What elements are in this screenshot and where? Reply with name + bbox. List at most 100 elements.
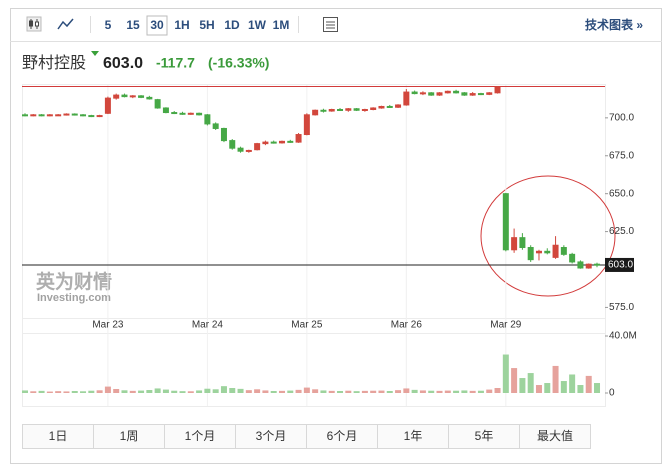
volume-bar [386, 391, 393, 393]
volume-bar [544, 383, 551, 393]
volume-bar [353, 391, 360, 393]
volume-bar [477, 390, 484, 393]
candle-body [594, 263, 601, 266]
candle-body [428, 92, 435, 96]
candle-body [535, 250, 542, 254]
y-tick-label: 575.0 [609, 302, 634, 313]
volume-bar [262, 390, 269, 393]
volume-bar [154, 388, 161, 393]
interval[interactable]: 1H [174, 18, 189, 32]
volume-bar [569, 374, 576, 393]
volume-bar [88, 390, 95, 393]
table-icon[interactable] [323, 17, 338, 32]
candle-body [171, 112, 178, 115]
candle-body [486, 92, 493, 95]
volume-bar [577, 385, 584, 393]
candle-body [320, 109, 327, 112]
watermark-cn: 英为财情 [36, 270, 112, 293]
interval[interactable]: 1W [248, 18, 267, 32]
range-button[interactable]: 1日 [49, 429, 68, 443]
volume-bar [527, 373, 534, 393]
candle-body [71, 113, 78, 116]
volume-bar [270, 391, 277, 393]
candle-body [361, 109, 368, 112]
volume-bar [30, 391, 37, 393]
candle-body [370, 107, 377, 111]
change: -117.7 [156, 55, 195, 71]
candle-body [345, 108, 352, 111]
candle-body [395, 104, 402, 108]
volume-bar [129, 390, 136, 393]
volume-bar [535, 385, 542, 393]
volume-bar [237, 388, 244, 393]
candle-body [55, 114, 62, 117]
watermark-en: Investing.com [37, 292, 111, 304]
x-tick-label: Mar 24 [192, 320, 224, 331]
volume-bar [146, 390, 153, 393]
candle-body [270, 141, 277, 144]
volume-bar [204, 388, 211, 393]
candle-body [411, 91, 418, 95]
annotation-ellipse [480, 175, 616, 297]
volume-bar [337, 391, 344, 393]
candle-body [403, 91, 410, 106]
range-button[interactable]: 最大值 [537, 428, 573, 443]
volume-tick-label: 0 [609, 388, 615, 399]
interval[interactable]: 1M [273, 18, 290, 32]
volume-bar [138, 390, 145, 393]
candle-body [328, 109, 335, 112]
range-button[interactable]: 6个月 [327, 429, 358, 443]
candle-body [38, 114, 45, 117]
volume-bar [63, 391, 70, 393]
candle-body [585, 263, 592, 269]
interval[interactable]: 30 [150, 18, 164, 32]
range-button[interactable]: 5年 [475, 429, 494, 443]
last-price-box [605, 257, 634, 272]
candle-body [88, 115, 95, 118]
range-button[interactable]: 1年 [404, 429, 423, 443]
candle-body [303, 114, 310, 136]
range-button[interactable]: 3个月 [256, 429, 287, 443]
interval[interactable]: 1D [224, 18, 240, 32]
volume-bar [80, 391, 87, 393]
volume-bar [171, 390, 178, 393]
candle-body [461, 92, 468, 96]
interval[interactable]: 5H [199, 18, 214, 32]
line-icon[interactable] [57, 18, 74, 30]
volume-bar [552, 365, 559, 393]
candle-body [312, 109, 319, 116]
candle-body [353, 108, 360, 111]
volume-bar [361, 390, 368, 393]
volume-bar [511, 368, 518, 393]
volume-bar [519, 378, 526, 393]
selected-box [146, 15, 168, 36]
candle-body [187, 112, 194, 115]
candle-body [113, 94, 120, 99]
volume-bar [320, 390, 327, 393]
y-tick-label: 700.0 [609, 112, 634, 123]
interval[interactable]: 5 [105, 18, 112, 32]
candle-icon[interactable] [26, 16, 42, 32]
change-pct: (-16.33%) [208, 55, 269, 71]
candle-body [477, 93, 484, 96]
volume-bar [345, 390, 352, 393]
candle-body [63, 113, 70, 116]
range-button[interactable]: 1个月 [185, 429, 216, 443]
volume-bar [502, 354, 509, 393]
volume-bar [585, 375, 592, 393]
volume-bar [46, 391, 53, 393]
candle-body [577, 261, 584, 269]
volume-bar [560, 381, 567, 393]
volume-bar [403, 388, 410, 393]
candle-body [146, 96, 153, 100]
volume-bar [22, 390, 28, 393]
interval[interactable]: 15 [126, 18, 140, 32]
volume-bar [229, 388, 236, 393]
down-indicator [91, 51, 99, 56]
range-button[interactable]: 1周 [120, 429, 139, 443]
candle-body [162, 107, 169, 114]
tech-chart-link[interactable]: 技术图表 » [585, 17, 643, 32]
plot-frame [22, 84, 606, 407]
volume-bar [121, 390, 128, 393]
